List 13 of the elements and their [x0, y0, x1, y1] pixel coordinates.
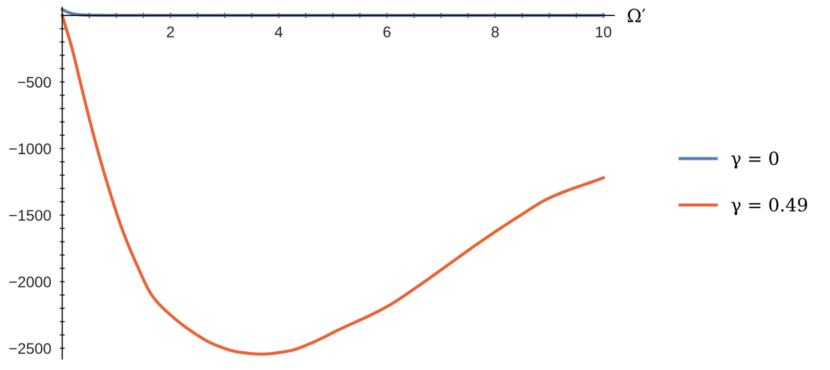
- y-tick-label: −500: [18, 76, 51, 88]
- legend-label: γ = 0.49: [731, 198, 808, 216]
- x-tick-label: 8: [492, 26, 499, 38]
- y-tick-label: −2000: [9, 276, 51, 288]
- y-tick-label: −1000: [9, 143, 51, 154]
- x-tick-label: 10: [596, 26, 612, 38]
- x-tick-label: 2: [166, 26, 174, 38]
- legend-label: γ = 0: [731, 152, 778, 169]
- x-tick-label: 4: [274, 26, 283, 38]
- y-tick-label: −2500: [9, 343, 51, 354]
- y-tick-label: −1500: [9, 210, 51, 221]
- x-tick-label: 6: [383, 26, 391, 38]
- x-axis-title: Ω′: [628, 8, 646, 22]
